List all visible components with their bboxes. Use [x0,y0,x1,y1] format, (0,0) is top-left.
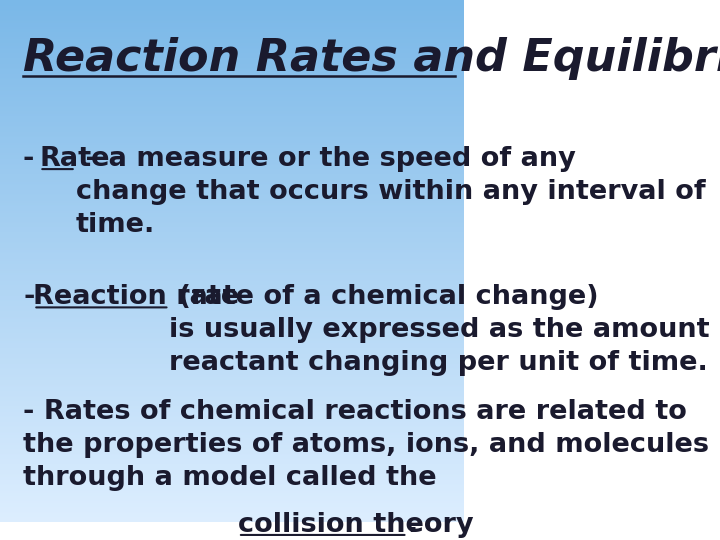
Text: collision theory: collision theory [238,512,474,538]
Text: Rate: Rate [40,146,110,172]
Text: Reaction rate: Reaction rate [33,285,240,310]
Text: – a measure or the speed of any
change that occurs within any interval of
time.: – a measure or the speed of any change t… [76,146,706,238]
Text: .: . [408,512,418,538]
Text: Reaction Rates and Equilibrium: Reaction Rates and Equilibrium [23,37,720,79]
Text: - Rates of chemical reactions are related to
the properties of atoms, ions, and : - Rates of chemical reactions are relate… [23,399,709,491]
Text: -: - [23,146,44,172]
Text: (rate of a chemical change)
is usually expressed as the amount of
reactant chang: (rate of a chemical change) is usually e… [169,285,720,376]
Text: -: - [23,285,35,310]
